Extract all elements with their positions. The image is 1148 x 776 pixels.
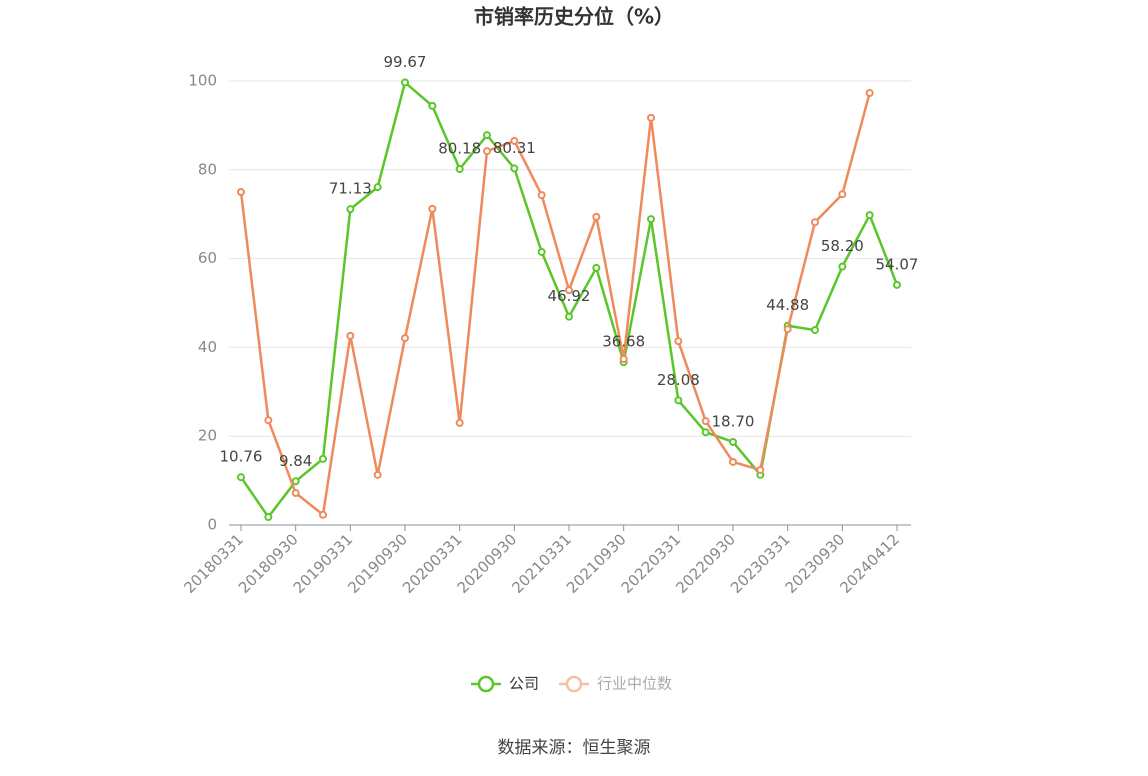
data-label: 18.70 bbox=[712, 412, 755, 430]
data-point bbox=[674, 337, 683, 346]
series-line bbox=[239, 92, 871, 518]
data-point bbox=[319, 510, 327, 519]
data-point bbox=[783, 325, 792, 334]
data-point bbox=[237, 188, 245, 196]
legend-marker bbox=[477, 675, 495, 693]
legend-item: 公司 bbox=[471, 675, 539, 693]
y-tick-label: 20 bbox=[198, 427, 217, 445]
data-point bbox=[756, 465, 765, 474]
y-tick-label: 0 bbox=[207, 516, 217, 534]
data-label: 46.92 bbox=[548, 287, 591, 305]
data-point bbox=[510, 136, 519, 145]
data-point bbox=[701, 428, 710, 437]
data-point bbox=[346, 331, 355, 340]
data-point bbox=[483, 147, 491, 156]
data-point bbox=[455, 418, 464, 427]
data-point bbox=[865, 211, 874, 220]
data-point bbox=[291, 489, 300, 498]
data-point bbox=[537, 247, 546, 256]
data-label: 71.13 bbox=[329, 180, 372, 198]
data-label: 80.31 bbox=[493, 139, 536, 157]
data-point bbox=[592, 212, 601, 221]
data-point bbox=[647, 215, 655, 224]
data-point bbox=[483, 131, 491, 140]
data-point bbox=[865, 88, 874, 97]
data-point bbox=[291, 477, 300, 486]
data-point bbox=[428, 204, 437, 213]
data-point bbox=[264, 416, 273, 425]
legend-label: 公司 bbox=[509, 675, 539, 693]
data-point bbox=[401, 334, 409, 343]
chart-title: 市销率历史分位（%） bbox=[474, 5, 674, 29]
data-point bbox=[893, 280, 901, 289]
data-label: 99.67 bbox=[384, 53, 427, 71]
data-label: 10.76 bbox=[220, 448, 263, 466]
data-label: 9.84 bbox=[279, 452, 312, 470]
data-point bbox=[537, 191, 546, 200]
data-point bbox=[428, 101, 437, 110]
data-label: 58.20 bbox=[821, 237, 864, 255]
data-point bbox=[838, 190, 847, 199]
y-tick-label: 60 bbox=[198, 249, 217, 267]
data-point bbox=[237, 473, 245, 482]
data-label: 80.18 bbox=[438, 140, 481, 158]
y-tick-label: 40 bbox=[198, 338, 217, 356]
source: 数据来源：恒生聚源 bbox=[498, 738, 651, 758]
y-tick-label: 100 bbox=[188, 72, 217, 90]
data-point bbox=[346, 205, 355, 214]
data-point bbox=[373, 470, 382, 479]
y-tick-label: 80 bbox=[198, 160, 217, 178]
legend-label: 行业中位数 bbox=[597, 675, 672, 693]
data-point bbox=[401, 78, 409, 87]
data-point bbox=[592, 263, 601, 272]
data-label: 54.07 bbox=[876, 255, 919, 273]
data-point bbox=[619, 354, 628, 363]
data-point bbox=[811, 326, 819, 335]
data-point bbox=[838, 262, 847, 271]
data-point bbox=[373, 183, 382, 192]
data-point bbox=[701, 417, 710, 426]
x-tick-label: 20240412 bbox=[836, 530, 903, 597]
data-point bbox=[674, 396, 683, 405]
data-label: 36.68 bbox=[602, 333, 645, 351]
legend-item: 行业中位数 bbox=[559, 675, 672, 693]
data-point bbox=[811, 218, 819, 227]
data-point bbox=[455, 165, 464, 174]
data-point bbox=[647, 113, 655, 122]
data-point bbox=[729, 437, 737, 446]
data-point bbox=[565, 286, 573, 295]
data-label: 28.08 bbox=[657, 371, 700, 389]
data-point bbox=[565, 312, 573, 321]
data-label: 44.88 bbox=[766, 296, 809, 314]
data-point bbox=[319, 454, 327, 463]
legend-marker bbox=[565, 675, 583, 693]
data-point bbox=[510, 164, 519, 173]
data-point bbox=[729, 457, 737, 466]
data-point bbox=[264, 513, 273, 522]
